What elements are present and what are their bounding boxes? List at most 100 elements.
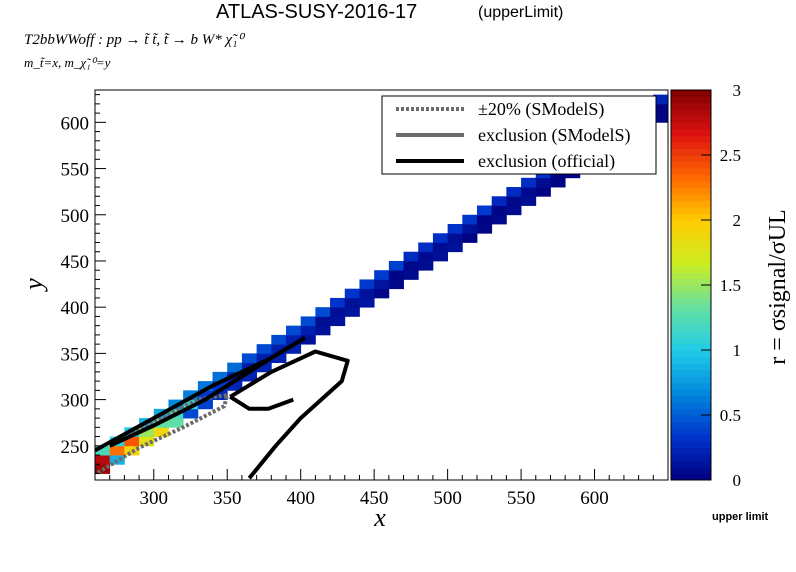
heatmap-cell	[109, 445, 125, 456]
colorbar-segment	[671, 434, 711, 442]
heatmap-cell	[535, 177, 551, 188]
chart-title: ATLAS-SUSY-2016-17	[216, 1, 418, 23]
heatmap-cell	[403, 270, 419, 280]
colorbar-segment	[671, 441, 711, 448]
x-axis: 300 350 400 450 500 550 600	[109, 469, 654, 509]
colorbar-segment	[671, 415, 711, 422]
heatmap-cell	[403, 260, 419, 271]
heatmap-cell	[124, 436, 140, 447]
heatmap-cell	[418, 251, 434, 262]
chart-subtitle: (upperLimit)	[478, 4, 564, 21]
y-tick-label: 250	[61, 437, 90, 458]
colorbar-tick-label: 2	[733, 211, 742, 230]
official-exclusion-curve	[229, 349, 350, 480]
y-tick-label: 600	[61, 113, 90, 134]
colorbar-segment	[671, 200, 711, 208]
heatmap-cell	[462, 214, 478, 225]
heatmap-cell	[227, 381, 243, 391]
colorbar-segment	[671, 421, 711, 429]
colorbar-segment	[671, 363, 711, 370]
colorbar-segment	[671, 330, 711, 338]
heatmap-cell	[374, 279, 390, 290]
heatmap-cell	[491, 196, 507, 206]
colorbar-segment	[671, 122, 711, 130]
legend-label: exclusion (SModelS)	[478, 125, 631, 146]
heatmap-cell	[491, 205, 507, 216]
heatmap-cell	[286, 344, 302, 354]
colorbar-segment	[671, 174, 711, 182]
colorbar-segment	[671, 291, 711, 299]
title-bar: ATLAS-SUSY-2016-17 (upperLimit)	[0, 0, 796, 30]
colorbar-segment	[671, 187, 711, 195]
heatmap-cell	[521, 196, 537, 206]
colorbar-segment	[671, 109, 711, 117]
colorbar-tick-label: 3	[733, 81, 742, 100]
heatmap-cell	[374, 270, 390, 280]
colorbar-tick-label: 0	[733, 471, 742, 490]
colorbar-segment	[671, 265, 711, 273]
colorbar-segment	[671, 324, 711, 331]
heatmap-cell	[197, 381, 213, 391]
heatmap-cell	[300, 316, 316, 327]
colorbar-segment	[671, 116, 711, 123]
x-tick-label: 400	[286, 488, 315, 509]
heatmap-cell	[300, 325, 316, 336]
colorbar-segment	[671, 356, 711, 364]
legend-label: ±20% (SModelS)	[478, 99, 604, 120]
heatmap-cell	[330, 297, 346, 308]
heatmap-cell	[535, 187, 551, 197]
colorbar-segment	[671, 220, 711, 227]
colorbar-segment	[671, 298, 711, 305]
heatmap-cell	[447, 224, 463, 234]
colorbar-title: r = σsignal/σUL	[765, 209, 791, 364]
heatmap-cell	[286, 325, 302, 336]
official-exclusion-curve	[229, 395, 294, 411]
y-tick-label: 450	[61, 252, 90, 273]
colorbar-segment	[671, 402, 711, 409]
heatmap-cell	[388, 270, 404, 280]
x-tick-label: 350	[213, 488, 242, 509]
heatmap-cell	[197, 399, 213, 410]
heatmap-cell	[359, 279, 375, 290]
heatmap-cell	[256, 353, 272, 364]
heatmap-cell	[506, 196, 522, 206]
colorbar-segment	[671, 142, 711, 149]
heatmap-cell	[550, 177, 566, 188]
heatmap-cell	[521, 187, 537, 197]
x-tick-label: 600	[580, 488, 609, 509]
heatmap-cell	[271, 344, 287, 354]
heatmap-cell	[359, 297, 375, 308]
heatmap-cell	[521, 177, 537, 188]
colorbar-segment	[671, 129, 711, 136]
colorbar-segment	[671, 252, 711, 260]
heatmap-cell	[212, 371, 228, 382]
x-tick-label: 500	[433, 488, 462, 509]
legend-label: exclusion (official)	[478, 151, 615, 172]
heatmap-cell	[462, 224, 478, 234]
colorbar-tick-label: 0.5	[720, 406, 741, 425]
colorbar-segment	[671, 473, 711, 481]
plot-frame	[94, 89, 669, 481]
heatmap-cell	[241, 371, 258, 382]
heatmap-cell	[315, 307, 331, 317]
heatmap-cell	[271, 353, 287, 364]
colorbar-segment	[671, 155, 711, 162]
heatmap-cell	[506, 205, 522, 216]
heatmap-cell	[256, 344, 272, 354]
colorbar-segment	[671, 233, 711, 240]
heatmap-cell	[477, 214, 493, 225]
y-tick-label: 300	[61, 391, 90, 412]
legend: ±20% (SModelS) exclusion (SModelS) exclusi…	[381, 95, 657, 175]
heatmap-cell	[95, 473, 96, 480]
colorbar-segment	[671, 408, 711, 416]
colorbar-segment	[671, 467, 711, 474]
colorbar-segment	[671, 278, 711, 286]
colorbar-tick-label: 1.5	[720, 276, 741, 295]
colorbar-segment	[671, 226, 711, 234]
heatmap-cell	[462, 233, 478, 243]
colorbar-segment	[671, 428, 711, 435]
colorbar-segment	[671, 272, 711, 279]
heatmap-cell	[432, 251, 449, 262]
x-axis-label: x	[373, 503, 386, 532]
